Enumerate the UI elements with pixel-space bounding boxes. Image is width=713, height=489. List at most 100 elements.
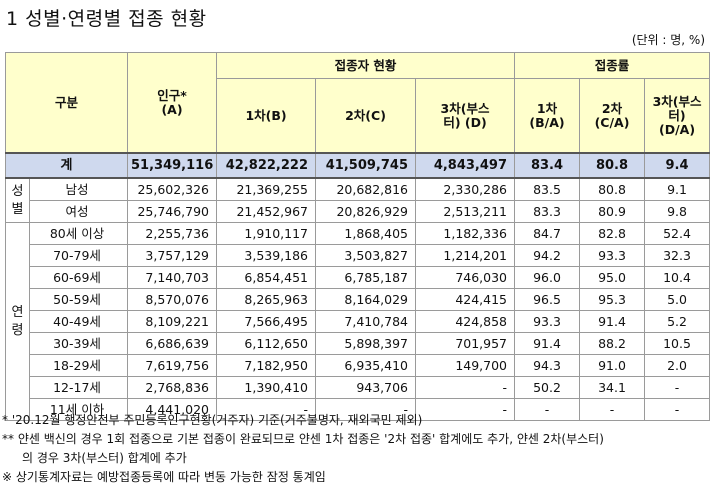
cell-dose1: 6,112,650 (216, 332, 317, 355)
cell-rate3: 2.0 (644, 354, 711, 377)
table-row: 성 별 남성 25,602,326 21,369,255 20,682,816 2,330,… (5, 177, 711, 223)
cell-rate1: 93.3 (514, 310, 581, 333)
cell-rate2: - (579, 398, 646, 421)
header-row-1: 구분 인구* (A) 접종자 현황 접종률 (4, 52, 711, 154)
cell-dose1: 42,822,222 (216, 152, 317, 179)
footnotes: * '20.12월 행정안전부 주민등록인구현황(거주자) 기준(거주불명자, … (2, 411, 604, 487)
header-rate1-line2: (B/A) (529, 114, 565, 130)
row-label: 남성 (28, 177, 129, 201)
cell-rate1: - (514, 398, 581, 421)
cell-rate1: 94.2 (514, 244, 581, 267)
page-title: 1 성별·연령별 접종 현황 (6, 8, 207, 30)
footnote-2: ** 얀센 백신의 경우 1회 접종으로 기본 접종이 완료되므로 얀센 1차 … (2, 432, 604, 446)
footnote-2-cont: 의 경우 3차(부스터) 합계에 추가 (22, 451, 187, 465)
table-row: 11세 이하 4,441,020- - - - - - (6, 398, 711, 421)
header-dose2: 2차(C) (315, 78, 417, 154)
cell-population: 25,602,326 (127, 177, 218, 201)
cell-rate2: 82.8 (579, 222, 646, 245)
cell-dose1: 21,452,967 (216, 200, 317, 223)
cell-population: 7,619,756 (127, 354, 218, 377)
cell-dose3: 2,513,211 (415, 200, 516, 223)
row-label: 40-49세 (28, 310, 129, 333)
cell-dose2: 20,826,929 (315, 200, 417, 223)
cell-population: 8,570,076 (127, 288, 218, 311)
cell-rate1: 83.5 (514, 177, 581, 201)
cell-population: 2,255,736 (127, 222, 218, 245)
header-rate2-line1: 2차 (601, 100, 623, 116)
cell-dose3: 424,415 (415, 288, 516, 311)
header-category: 구분 (4, 52, 129, 154)
cell-population: 4,441,020 (127, 398, 218, 421)
cell-rate3: 9.4 (644, 152, 711, 179)
cell-dose3: 149,700 (415, 354, 516, 377)
cell-dose2: 5,898,397 (315, 332, 417, 355)
header-rate1-line1: 1차 (536, 100, 558, 116)
cell-dose2: 7,410,784 (315, 310, 417, 333)
header-dose3-line2: 터) (D) (443, 114, 487, 130)
cell-dose2: 6,785,187 (315, 266, 417, 289)
header-row-2: 1차(B) 2차(C) 3차(부스 터) (D) 1차 (B/A) 2차 (C/… (6, 78, 711, 154)
cell-rate1: 96.0 (514, 266, 581, 289)
cell-dose3: - (415, 376, 516, 399)
footnote-3: ※ 상기통계자료는 예방접종등록에 따라 변동 가능한 잠정 통계임 (2, 470, 326, 484)
row-label: 계 (4, 152, 129, 179)
header-population-line2: (A) (161, 101, 183, 117)
cell-rate3: - (644, 398, 711, 421)
header-rate1: 1차 (B/A) (514, 78, 581, 154)
cell-population: 7,140,703 (127, 266, 218, 289)
table-row: 70-79세 3,757,129 3,539,186 3,503,827 1,214,2… (6, 244, 711, 267)
cell-rate2: 80.8 (579, 152, 646, 179)
total-row: 계 51,349,116 42,822,222 41,509,745 4,843… (4, 152, 711, 179)
cell-rate2: 93.3 (579, 244, 646, 267)
cell-population: 51,349,116 (127, 152, 218, 179)
cell-rate3: 52.4 (644, 222, 711, 245)
cell-rate3: 10.4 (644, 266, 711, 289)
row-label: 여성 (28, 200, 129, 223)
header-rate3-line2: 터) (668, 107, 686, 123)
cell-rate3: - (644, 376, 711, 399)
cell-rate1: 96.5 (514, 288, 581, 311)
cell-population: 6,686,639 (127, 332, 218, 355)
cell-dose3: 1,214,201 (415, 244, 516, 267)
cell-dose1: 7,566,495 (216, 310, 317, 333)
row-label: 30-39세 (28, 332, 129, 355)
cell-rate1: 83.4 (514, 152, 581, 179)
row-label: 50-59세 (28, 288, 129, 311)
cell-population: 2,768,836 (127, 376, 218, 399)
cell-rate3: 9.8 (644, 200, 711, 223)
cell-dose1: 3,539,186 (216, 244, 317, 267)
age-section: 연 령 80세 이상 2,255,736 1,910,117 1,868,405 1,182… (5, 222, 711, 421)
cell-dose2: 943,706 (315, 376, 417, 399)
cell-dose1: 1,910,117 (216, 222, 317, 245)
sex-section: 성 별 남성 25,602,326 21,369,255 20,682,816 2,330,… (5, 177, 711, 223)
cell-rate1: 91.4 (514, 332, 581, 355)
cell-dose1: 6,854,451 (216, 266, 317, 289)
cell-dose3: 2,330,286 (415, 177, 516, 201)
cell-dose1: 21,369,255 (216, 177, 317, 201)
cell-dose2: 1,868,405 (315, 222, 417, 245)
cell-rate2: 80.9 (579, 200, 646, 223)
cell-rate2: 95.0 (579, 266, 646, 289)
cell-dose2: 41,509,745 (315, 152, 417, 179)
row-label: 60-69세 (28, 266, 129, 289)
cell-population: 25,746,790 (127, 200, 218, 223)
header-dose1: 1차(B) (216, 78, 317, 154)
row-label: 12-17세 (28, 376, 129, 399)
cell-rate1: 50.2 (514, 376, 581, 399)
table-row: 40-49세 8,109,221 7,566,495 7,410,784 424,858… (6, 310, 711, 333)
cell-rate3: 32.3 (644, 244, 711, 267)
cell-population: 3,757,129 (127, 244, 218, 267)
table-row: 50-59세 8,570,076 8,265,963 8,164,029 424,415… (6, 288, 711, 311)
cell-dose3: 1,182,336 (415, 222, 516, 245)
header-dose3: 3차(부스 터) (D) (415, 78, 516, 154)
header-rate2-line2: (C/A) (594, 114, 630, 130)
table-row: 12-17세 2,768,836 1,390,410 943,706-50.2 34.1… (6, 376, 711, 399)
cell-dose3: 701,957 (415, 332, 516, 355)
unit-note: (단위 : 명, %) (631, 33, 705, 47)
cell-rate2: 95.3 (579, 288, 646, 311)
cell-dose1: 8,265,963 (216, 288, 317, 311)
row-label: 11세 이하 (28, 398, 129, 421)
cell-dose2: 3,503,827 (315, 244, 417, 267)
table-row: 18-29세 7,619,756 7,182,950 6,935,410 149,700… (6, 354, 711, 377)
